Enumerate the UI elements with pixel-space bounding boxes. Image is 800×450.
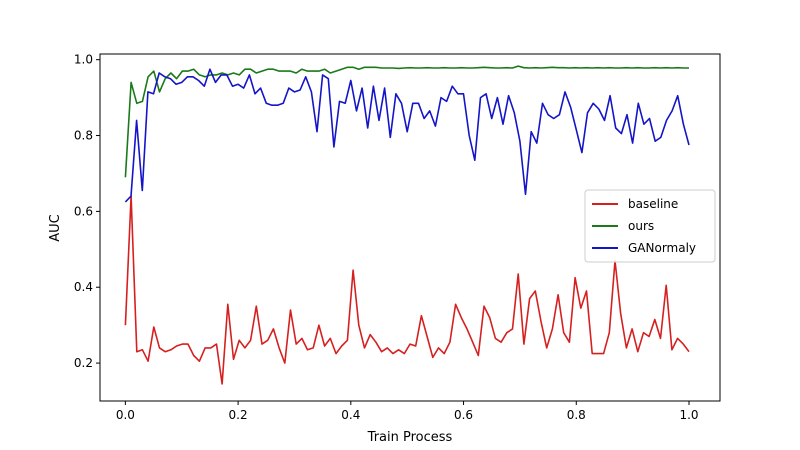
series-line-ours bbox=[124, 65, 689, 178]
y-tick-label: 1.0 bbox=[74, 53, 93, 67]
series-line-ganormaly bbox=[124, 68, 690, 203]
x-tick-label: 1.0 bbox=[679, 408, 698, 422]
axis-ticks: 0.0 0.2 0.4 0.6 0.8 1.0 0.2 0.4 0.6 0.8 1.0 bbox=[74, 53, 699, 422]
x-tick-label: 0.4 bbox=[341, 408, 360, 422]
y-tick-label: 0.8 bbox=[74, 129, 93, 143]
y-tick-label: 0.4 bbox=[74, 280, 93, 294]
legend-label-baseline: baseline bbox=[628, 197, 678, 211]
y-axis-label: AUC bbox=[48, 214, 63, 242]
legend: baseline ours GANormaly bbox=[584, 189, 716, 263]
y-tick-label: 0.2 bbox=[74, 356, 93, 370]
legend-label-ours: ours bbox=[628, 219, 654, 233]
series-lines bbox=[124, 65, 690, 385]
legend-box bbox=[584, 189, 716, 263]
x-tick-label: 0.8 bbox=[567, 408, 586, 422]
y-tick-label: 0.6 bbox=[74, 204, 93, 218]
x-tick-label: 0.0 bbox=[116, 408, 135, 422]
x-tick-label: 0.6 bbox=[454, 408, 473, 422]
series-line-baseline bbox=[124, 195, 690, 385]
x-axis-label: Train Process bbox=[367, 430, 453, 445]
legend-label-ganormaly: GANormaly bbox=[628, 241, 696, 255]
axes-frame bbox=[99, 53, 721, 402]
x-tick-label: 0.2 bbox=[229, 408, 248, 422]
